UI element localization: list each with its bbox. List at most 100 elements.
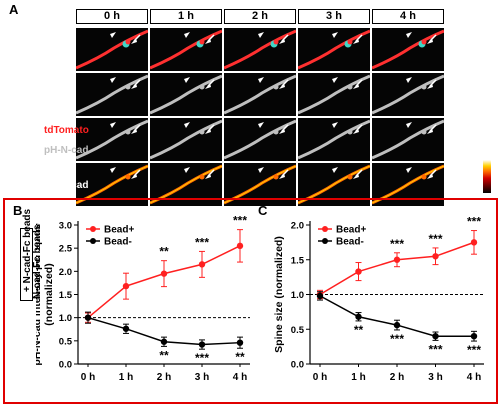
spine-head [125,129,131,135]
ncad-beads-side-label: N-cad-Fc beads [20,225,43,301]
chart-b: pH-N-cad intensity per spine(normalized)… [36,214,250,383]
data-point [236,339,244,346]
image-tdtomato-2 [224,73,296,116]
panel-c-letter: C [258,203,268,218]
dendrite [372,74,444,115]
spine-head [421,84,427,90]
significance-lower: *** [428,342,442,356]
data-point [355,313,362,320]
data-point [160,338,168,345]
significance-upper: ** [159,245,169,259]
image-merge-1 [150,28,222,71]
row-label-ph-ncad-heat: pH-N-cad [44,180,89,191]
legend-label: Bead- [336,237,364,248]
spine-head [273,84,279,90]
arrow-head [279,83,285,89]
y-tick-label: 0.0 [291,360,304,371]
chart-c: Spine size (normalized) 0.0 0.5 1.0 1.5 2.0 0 … [273,215,484,383]
dendrite [298,29,370,70]
dendrite [150,119,222,160]
significance-lower: ** [235,350,245,364]
arrowhead-marker [332,122,338,128]
x-tick-label: 0 h [313,372,327,383]
y-tick-label: 1.5 [59,290,73,301]
significance-upper: *** [195,235,209,249]
y-tick-label: 0.5 [59,336,73,347]
y-axis-label: pH-N-cad intensity per spine(normalized) [36,223,55,366]
x-tick-label: 1 h [119,372,133,383]
dendrite [224,29,296,70]
image-ph-ncad-gray-2 [224,118,296,161]
y-tick-label: 2.0 [291,221,304,232]
significance-lower: *** [390,332,404,346]
y-tick-label: 3.0 [59,221,72,232]
arrow-head [279,173,285,179]
image-ph-ncad-gray-0 [76,118,148,161]
significance-lower: *** [467,343,481,357]
arrow-head [131,83,137,89]
data-point [84,314,92,321]
data-point [198,341,206,348]
arrowhead-marker [258,167,264,173]
y-tick-label: 1.0 [291,290,304,301]
data-point [470,333,478,340]
dendrite-core [372,165,444,204]
dendrite [150,74,222,115]
y-axis-label: Spine size (normalized) [273,236,285,353]
arrow-head [427,128,433,134]
significance-upper: *** [390,237,404,251]
x-tick-label: 2 h [390,372,404,383]
spine-head [347,174,353,180]
x-tick-label: 4 h [233,372,247,383]
arrowhead-marker [184,32,190,38]
arrow-head [205,83,211,89]
image-tdtomato-0 [76,73,148,116]
legend-marker [322,238,328,244]
arrow-head [205,173,211,179]
time-header-4: 4 h [372,9,444,24]
arrow-head [279,38,285,44]
arrowhead-marker [406,32,412,38]
significance-upper: *** [428,232,442,246]
image-tdtomato-1 [150,73,222,116]
arrowhead-marker [184,122,190,128]
data-point [122,282,130,290]
significance-lower: ** [159,348,169,362]
dendrite [76,74,148,115]
dendrite [76,29,148,70]
arrowhead-marker [184,167,190,173]
arrowhead-marker [332,32,338,38]
arrowhead-marker [406,167,412,173]
spine-head [347,84,353,90]
row-label-ph-ncad-gray: pH-N-cad [44,145,89,156]
time-header-2: 2 h [224,9,296,24]
dendrite [224,119,296,160]
arrow-head [131,173,137,179]
spine-head [421,129,427,135]
arrowhead-marker [110,167,116,173]
image-ph-ncad-gray-1 [150,118,222,161]
spine-head [273,39,279,45]
data-point [316,292,324,300]
arrow-head [205,38,211,44]
panel-a-letter: A [9,2,19,17]
legend-label: Bead- [104,237,132,248]
arrowhead-marker [258,32,264,38]
data-point [160,270,168,277]
dendrite [298,74,370,115]
arrowhead-marker [406,122,412,128]
legend-marker [322,226,328,232]
row-label-tdtomato: tdTomato [44,125,89,136]
significance-lower: ** [354,323,364,337]
spine-head [199,129,205,135]
dendrite-core [76,165,148,204]
arrowhead-marker [110,122,116,128]
arrowhead-marker [406,77,412,83]
arrowhead-marker [258,77,264,83]
time-header-3: 3 h [298,9,370,24]
legend-label: Bead+ [336,225,366,236]
arrow-head [427,173,433,179]
x-tick-label: 1 h [351,372,365,383]
data-point [122,325,130,332]
dendrite [76,119,148,160]
